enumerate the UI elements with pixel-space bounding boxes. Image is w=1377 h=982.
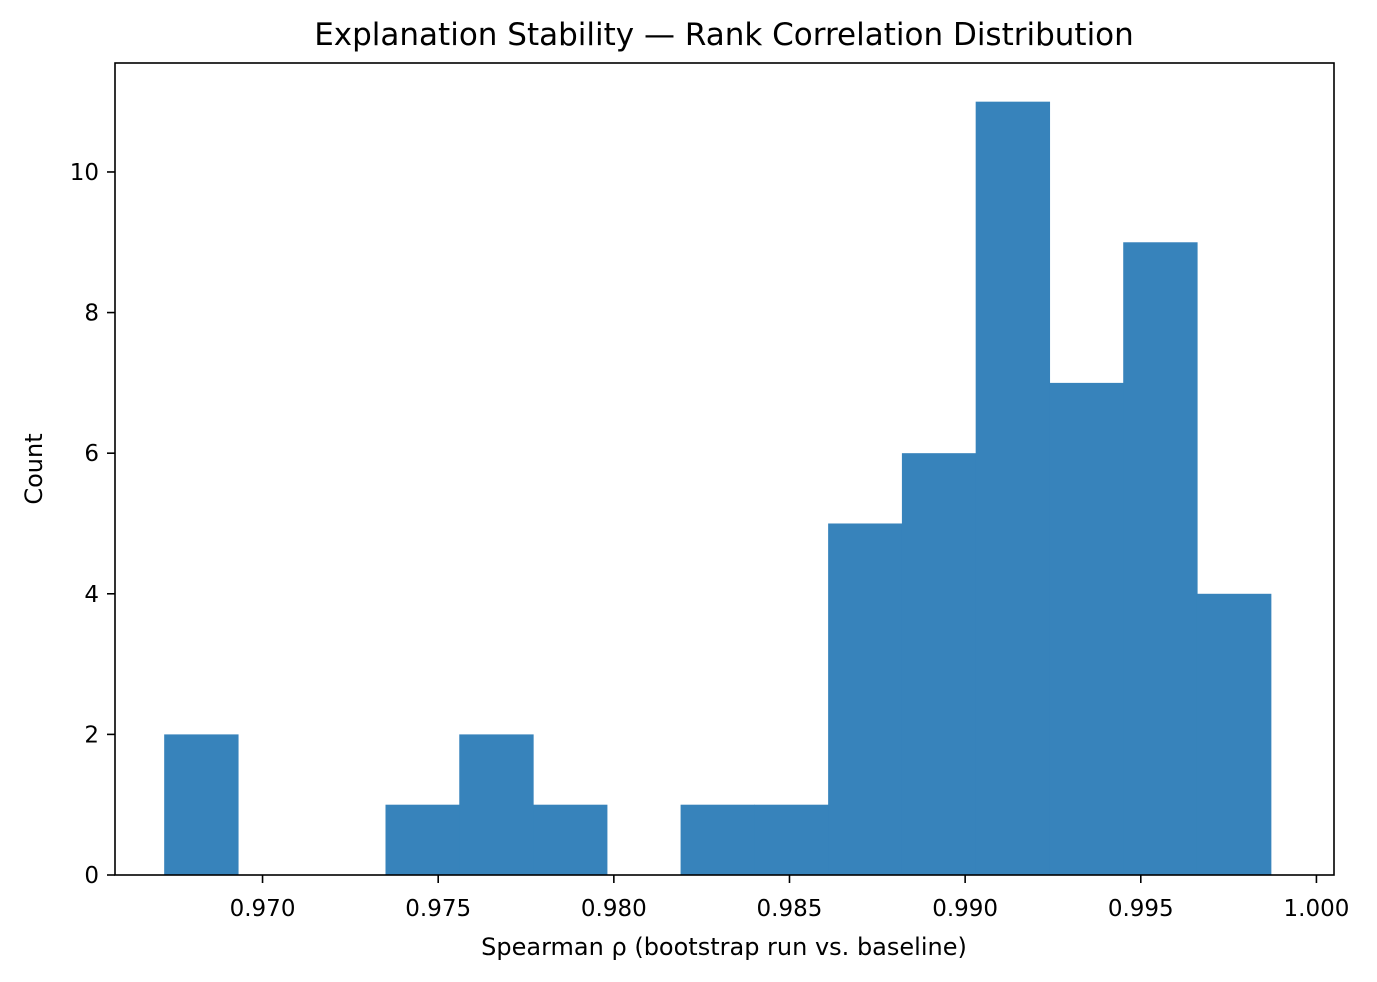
x-axis-ticks: 0.970 0.975 0.980 0.985 0.990 0.995 1.000 <box>230 875 1350 922</box>
y-axis-ticks: 0 2 4 6 8 10 <box>70 160 115 889</box>
histogram-bar <box>901 453 977 875</box>
chart-title: Explanation Stability — Rank Correlation… <box>314 17 1134 53</box>
histogram-bar <box>1049 382 1124 875</box>
y-tick-label: 2 <box>84 722 99 748</box>
histogram-bar <box>385 804 460 875</box>
x-tick-label: 0.985 <box>757 896 823 922</box>
x-axis-label: Spearman ρ (bootstrap run vs. baseline) <box>481 933 967 961</box>
x-tick-label: 0.970 <box>230 896 296 922</box>
histogram-bar <box>1123 242 1198 876</box>
y-tick-label: 10 <box>70 160 99 186</box>
histogram-bar <box>975 101 1051 875</box>
x-tick-label: 0.975 <box>405 896 471 922</box>
y-tick-label: 4 <box>84 582 99 608</box>
x-tick-label: 0.990 <box>932 896 998 922</box>
bars-group <box>164 101 1272 876</box>
y-tick-label: 6 <box>84 441 99 467</box>
x-tick-label: 0.995 <box>1108 896 1174 922</box>
x-tick-label: 1.000 <box>1284 896 1350 922</box>
y-axis-label: Count <box>20 433 48 504</box>
y-tick-label: 0 <box>84 863 99 889</box>
histogram-bar <box>1196 593 1272 875</box>
histogram-bar <box>828 523 903 875</box>
histogram-bar <box>754 804 829 875</box>
x-tick-label: 0.980 <box>581 896 647 922</box>
histogram-bar <box>533 804 608 875</box>
plot-frame <box>114 62 1335 876</box>
histogram-bar <box>164 734 239 875</box>
y-tick-label: 8 <box>84 301 99 327</box>
histogram-bar <box>459 734 534 875</box>
histogram-bar <box>680 804 755 875</box>
